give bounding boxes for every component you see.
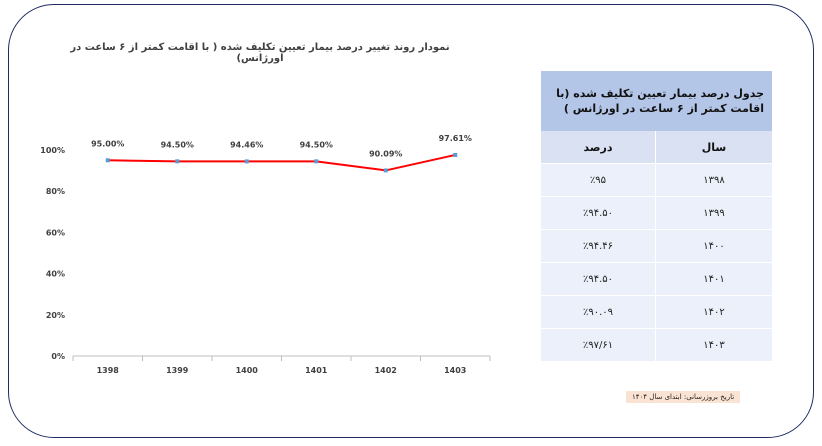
data-point [383,168,388,173]
x-tick-label: 1398 [97,366,120,375]
table-cell-year: ۱۳۹۸ [655,163,772,197]
table-row: ۱۴۰۰ ٪۹۴.۴۶ [541,229,772,263]
series-line [107,153,456,172]
data-label: 95.00% [91,139,124,148]
table-cell-percent: ٪۹۵ [541,163,656,197]
table-cell-percent: ٪۹۴.۴۶ [541,229,656,263]
data-point [105,158,110,163]
y-tick-label: 0% [51,352,65,361]
y-tick-label: 100% [40,146,65,155]
table-cell-year: ۱۴۰۱ [655,262,772,296]
y-tick-label: 40% [46,270,65,279]
y-tick-label: 20% [46,311,65,320]
table-row: ۱۴۰۲ ٪۹۰.۰۹ [541,295,772,329]
table-title: جدول درصد بیمار تعیین تکلیف شده (با اقام… [541,71,772,131]
chart-title: نمودار روند تغییر درصد بیمار تعیین تکلیف… [70,42,450,64]
data-table: جدول درصد بیمار تعیین تکلیف شده (با اقام… [541,71,772,361]
x-tick-label: 1399 [166,366,189,375]
data-label: 94.50% [161,140,194,149]
data-label: 90.09% [369,149,402,158]
data-point [314,159,319,164]
table-cell-year: ۱۴۰۲ [655,295,772,329]
table-row: ۱۴۰۱ ٪۹۴.۵۰ [541,262,772,296]
table-cell-percent: ٪۹۰.۰۹ [541,295,656,329]
table-row: ۱۳۹۹ ٪۹۴.۵۰ [541,196,772,230]
table-cell-year: ۱۴۰۳ [655,328,772,361]
data-point [244,159,249,164]
y-tick-label: 60% [46,228,65,237]
table-cell-percent: ٪۹۷/۶۱ [541,328,656,361]
x-tick-label: 1403 [444,366,466,375]
table-cell-percent: ٪۹۴.۵۰ [541,262,656,296]
table-cell-percent: ٪۹۴.۵۰ [541,196,656,230]
table-cell-year: ۱۴۰۰ [655,229,772,263]
data-label: 94.50% [300,140,333,149]
table-header-percent: درصد [541,131,656,164]
x-tick-label: 1400 [236,366,259,375]
data-point [175,159,180,164]
table-header-year: سال [655,131,772,164]
y-tick-label: 80% [46,187,65,196]
x-tick-label: 1402 [375,366,397,375]
update-date-note: تاریخ بروزرسانی: ابتدای سال ۱۴۰۴ [626,391,741,403]
table-row: ۱۴۰۳ ٪۹۷/۶۱ [541,328,772,361]
x-tick-label: 1401 [305,366,328,375]
table-row: ۱۳۹۸ ٪۹۵ [541,163,772,197]
table-cell-year: ۱۳۹۹ [655,196,772,230]
data-label: 97.61% [439,134,472,143]
data-point [453,152,458,157]
data-label: 94.46% [230,140,263,149]
